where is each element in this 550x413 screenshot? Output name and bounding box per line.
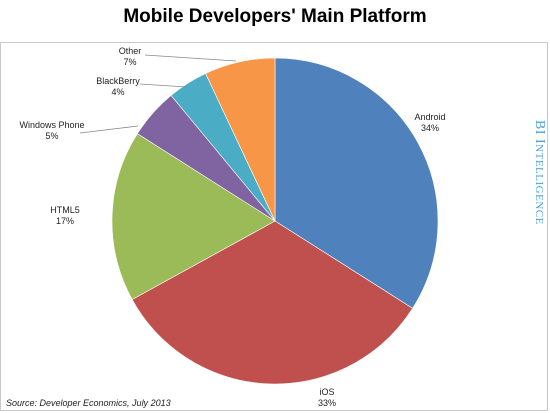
slice-percent-ios: 33% [318,398,336,408]
slice-label-android: Android [414,112,445,122]
leader-line-blackberry [139,83,188,88]
slice-label-html5: HTML5 [50,205,80,215]
leader-line-other [144,54,237,62]
slice-label-windows-phone: Windows Phone [19,120,84,130]
slice-percent-windows-phone: 5% [45,131,58,141]
leader-line-windows-phone [79,125,139,134]
chart-frame [0,42,548,411]
slice-label-blackberry: BlackBerry [96,76,140,86]
slice-percent-html5: 17% [56,216,74,226]
slice-percent-blackberry: 4% [111,87,124,97]
chart-title: Mobile Developers' Main Platform [123,6,427,27]
slice-percent-other: 7% [123,57,136,67]
source-note: Source: Developer Economics, July 2013 [6,398,171,408]
pie-slice-other [205,57,276,222]
bi-intelligence-watermark: BI INTELLIGENCE [532,120,547,225]
slice-percent-android: 34% [421,123,439,133]
pie-slice-ios [131,220,414,385]
pie-slice-android [274,57,439,309]
slice-label-other: Other [119,46,142,56]
slice-label-ios: iOS [319,387,334,397]
pie-slice-html5 [111,133,276,300]
